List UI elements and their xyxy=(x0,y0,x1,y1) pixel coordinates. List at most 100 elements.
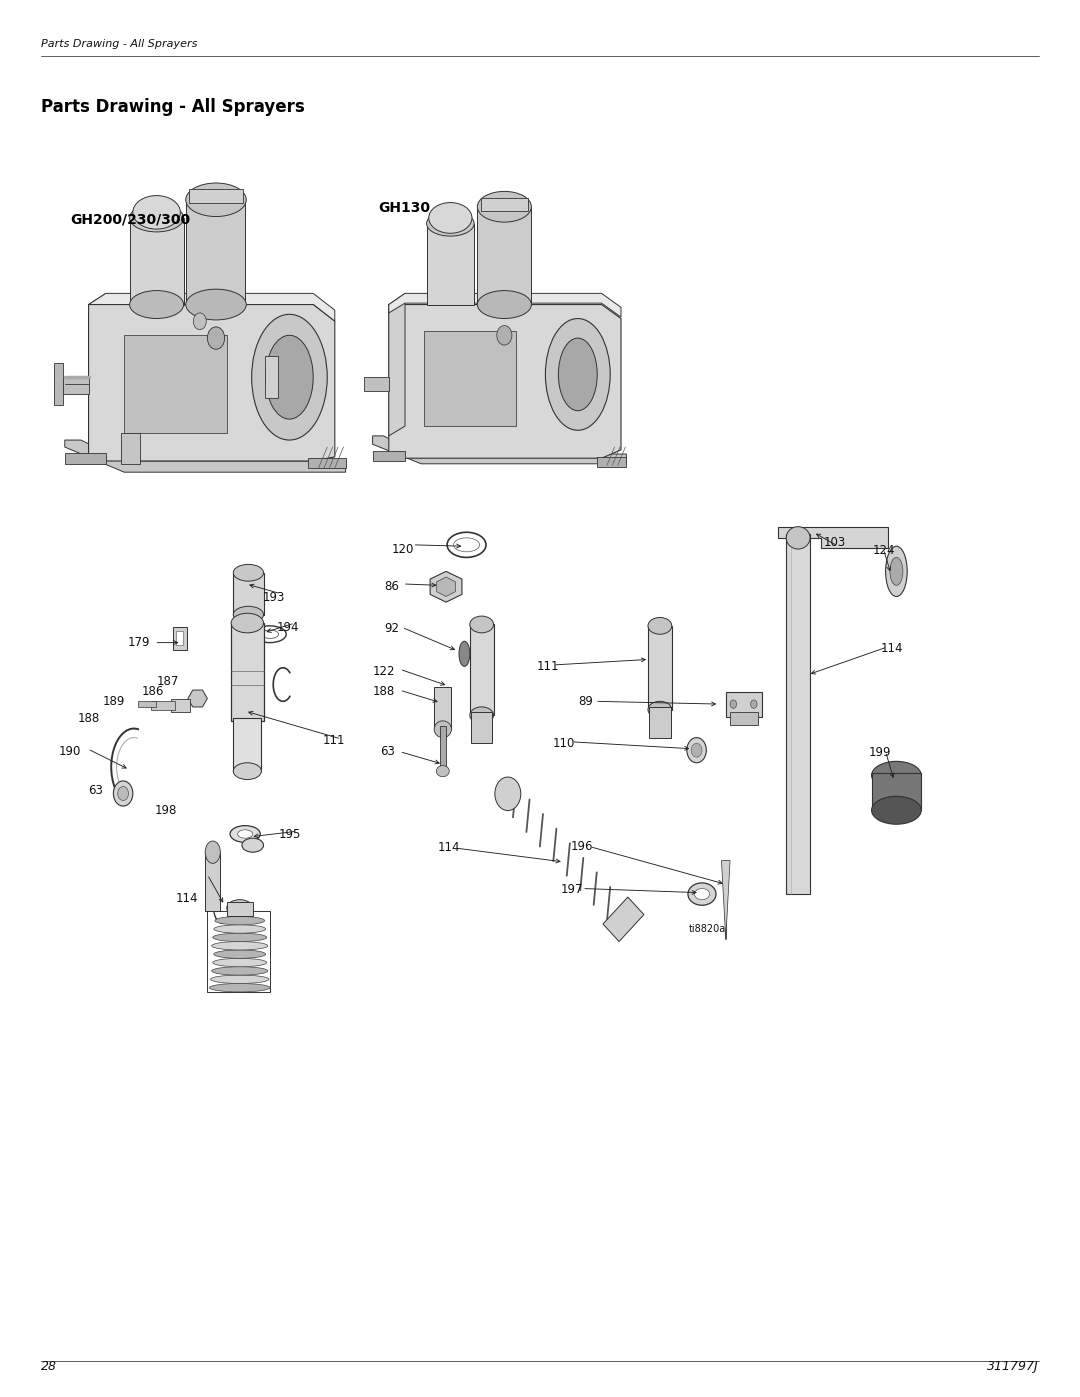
Polygon shape xyxy=(436,577,456,597)
Ellipse shape xyxy=(688,883,716,905)
Text: 190: 190 xyxy=(58,745,81,759)
Ellipse shape xyxy=(233,564,264,581)
Ellipse shape xyxy=(186,289,246,320)
Ellipse shape xyxy=(230,826,260,842)
Bar xyxy=(173,627,187,650)
Text: 114: 114 xyxy=(437,841,460,855)
Bar xyxy=(726,692,762,717)
Bar xyxy=(130,218,184,305)
Ellipse shape xyxy=(213,933,267,942)
Text: 28: 28 xyxy=(41,1361,57,1373)
Bar xyxy=(730,712,758,725)
Text: 86: 86 xyxy=(384,580,400,594)
Text: 63: 63 xyxy=(89,784,104,798)
Ellipse shape xyxy=(242,838,264,852)
Polygon shape xyxy=(65,453,106,464)
Ellipse shape xyxy=(233,763,261,780)
Circle shape xyxy=(113,781,133,806)
Text: 193: 193 xyxy=(262,591,285,605)
Ellipse shape xyxy=(694,888,710,900)
Ellipse shape xyxy=(215,916,265,925)
Ellipse shape xyxy=(648,701,672,718)
Text: 199: 199 xyxy=(868,746,891,760)
Text: 111: 111 xyxy=(537,659,559,673)
Circle shape xyxy=(495,777,521,810)
Polygon shape xyxy=(721,861,730,939)
Text: 186: 186 xyxy=(141,685,164,698)
Polygon shape xyxy=(389,305,621,458)
Ellipse shape xyxy=(211,975,269,983)
Bar xyxy=(648,626,672,710)
Bar xyxy=(481,198,528,211)
Text: 189: 189 xyxy=(103,694,125,708)
Text: 89: 89 xyxy=(578,694,593,708)
Circle shape xyxy=(687,738,706,763)
Polygon shape xyxy=(430,571,462,602)
Ellipse shape xyxy=(212,942,268,950)
Ellipse shape xyxy=(470,616,494,633)
Bar xyxy=(649,707,671,738)
Text: 196: 196 xyxy=(570,840,593,854)
Bar xyxy=(424,331,516,426)
Text: 198: 198 xyxy=(154,803,177,817)
Text: 188: 188 xyxy=(373,685,395,698)
Text: 92: 92 xyxy=(384,622,400,636)
Polygon shape xyxy=(89,293,106,440)
Polygon shape xyxy=(89,305,335,461)
Ellipse shape xyxy=(252,314,327,440)
Ellipse shape xyxy=(459,641,470,666)
Ellipse shape xyxy=(205,841,220,863)
Ellipse shape xyxy=(133,196,180,229)
Bar xyxy=(176,631,183,645)
Ellipse shape xyxy=(186,183,246,217)
Text: 122: 122 xyxy=(373,665,395,679)
Text: GH130: GH130 xyxy=(378,201,430,215)
Ellipse shape xyxy=(886,546,907,597)
Ellipse shape xyxy=(890,557,903,585)
Circle shape xyxy=(730,700,737,708)
Bar xyxy=(205,852,220,911)
Polygon shape xyxy=(778,527,888,548)
Polygon shape xyxy=(121,433,140,464)
Ellipse shape xyxy=(477,291,531,319)
Polygon shape xyxy=(603,897,644,942)
Polygon shape xyxy=(89,293,335,321)
Ellipse shape xyxy=(477,191,531,222)
Text: 63: 63 xyxy=(380,745,395,759)
Text: 195: 195 xyxy=(279,827,301,841)
Ellipse shape xyxy=(210,983,270,992)
Bar xyxy=(227,902,253,916)
Text: Parts Drawing - All Sprayers: Parts Drawing - All Sprayers xyxy=(41,98,305,116)
Polygon shape xyxy=(373,451,405,461)
Text: 111: 111 xyxy=(323,733,346,747)
Bar xyxy=(171,698,190,712)
Text: 194: 194 xyxy=(276,620,299,634)
Bar xyxy=(434,687,451,729)
Circle shape xyxy=(497,326,512,345)
Ellipse shape xyxy=(238,830,253,838)
Ellipse shape xyxy=(558,338,597,411)
Ellipse shape xyxy=(130,291,184,319)
Polygon shape xyxy=(389,293,621,317)
Ellipse shape xyxy=(470,707,494,724)
Ellipse shape xyxy=(214,950,266,958)
Ellipse shape xyxy=(212,967,268,975)
Text: ti8820a: ti8820a xyxy=(689,923,726,935)
Bar xyxy=(265,356,278,398)
Text: 120: 120 xyxy=(392,542,415,556)
Ellipse shape xyxy=(786,527,810,549)
Ellipse shape xyxy=(434,721,451,738)
Circle shape xyxy=(118,787,129,800)
Bar xyxy=(427,224,474,305)
Bar xyxy=(440,726,446,771)
Circle shape xyxy=(691,743,702,757)
Polygon shape xyxy=(597,457,626,467)
Bar xyxy=(124,335,227,433)
Text: 103: 103 xyxy=(824,535,847,549)
Bar xyxy=(186,200,245,305)
Ellipse shape xyxy=(545,319,610,430)
Bar xyxy=(138,701,156,707)
Bar xyxy=(872,773,921,810)
Bar xyxy=(233,718,261,771)
Ellipse shape xyxy=(266,335,313,419)
